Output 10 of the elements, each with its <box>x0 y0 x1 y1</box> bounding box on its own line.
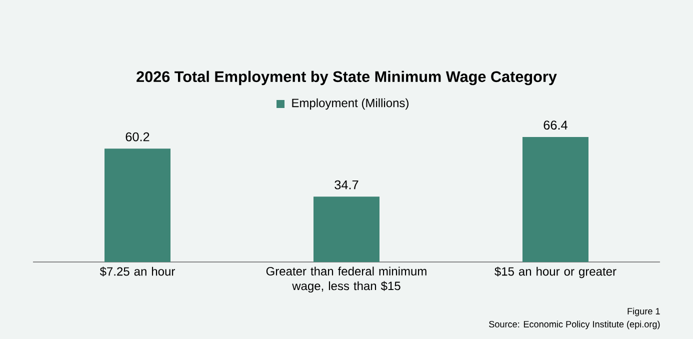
caption: Figure 1 <box>628 308 660 316</box>
data-label: 34.7 <box>334 180 358 190</box>
source-note: Source: Economic Policy Institute (epi.org) <box>489 320 660 330</box>
data-label: 60.2 <box>126 132 150 142</box>
chart-title: 2026 Total Employment by State Minimum Wage Category <box>136 70 557 86</box>
data-label: 66.4 <box>544 120 568 130</box>
x-tick-label: Greater than federal minimum wage, less than $15 <box>266 266 426 293</box>
x-tick-label: $7.25 an hour <box>100 266 175 276</box>
legend-label: Employment (Millions) <box>292 98 408 110</box>
x-tick-label: $15 an hour or greater <box>494 266 616 278</box>
